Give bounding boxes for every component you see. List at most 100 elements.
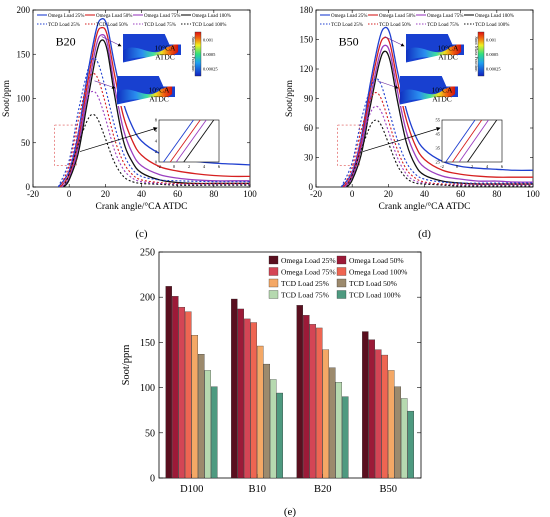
piston-edge (123, 55, 181, 64)
x-tick-label: 20 (101, 189, 111, 199)
zoom-y-tick-label: 2 (155, 149, 157, 154)
zoom-x-tick-label: 6 (218, 164, 221, 169)
legend-swatch (336, 267, 347, 276)
series-line-5 (340, 78, 533, 187)
colorbar-title: Soot Mass Fraction (191, 36, 196, 72)
inset-label: ATDC (155, 53, 175, 62)
y-axis-label: Soot/ppm (285, 79, 295, 117)
zoom-x-tick-label: 6 (501, 164, 504, 169)
y-tick-label: 250 (140, 248, 155, 259)
legend-entry: TCD Load 50% (379, 23, 411, 28)
legend-swatch (336, 278, 347, 288)
y-tick-label: 90 (304, 94, 314, 104)
bar-B50-4 (381, 354, 388, 479)
zoom-y-tick-label: 55 (436, 118, 441, 123)
series-line-1 (340, 26, 533, 187)
inset-label: ATDC (149, 95, 169, 104)
zoom-x-tick-label: -2 (440, 164, 444, 169)
bar-B10-5 (257, 345, 264, 479)
x-tick-label: 80 (209, 189, 219, 199)
inset-pointer-arrow (377, 80, 399, 89)
series-line-4 (346, 50, 533, 187)
legend-swatch (268, 255, 279, 265)
panel-label: (c) (135, 228, 148, 240)
y-tick-label: 200 (140, 293, 155, 304)
y-tick-label: 100 (17, 94, 31, 104)
zoom-y-tick-label: 45 (436, 132, 441, 137)
inset-pointer-arrow (94, 80, 116, 89)
inset-label: 10°CA (432, 86, 454, 95)
inset-label: ATDC (438, 53, 458, 62)
bar-B20-7 (335, 382, 342, 479)
zoom-line-3 (175, 120, 207, 162)
bar-chart-e: 0 50 100 150 200 250 Soot/ppm D100 B10 B20 B50 Omeg… (121, 248, 422, 517)
series-line-3 (344, 44, 533, 187)
bar-B50-8 (407, 410, 414, 479)
legend-entry: Omega Load 50% (349, 256, 404, 265)
zoom-line-2 (452, 120, 483, 162)
y-tick-label: 100 (140, 383, 155, 394)
x-tick-label: -20 (310, 189, 322, 199)
y-tick-label: 150 (300, 35, 314, 45)
x-tick-label: B50 (379, 484, 397, 495)
zoom-line-2 (169, 120, 201, 162)
colorbar-label: 0.001 (203, 37, 213, 42)
x-tick-label: 100 (243, 189, 257, 199)
y-tick-label: 0 (150, 474, 155, 485)
y-tick-label: 180 (300, 5, 314, 15)
inset-pointer-arrow (384, 36, 405, 47)
zoom-line-4 (467, 120, 498, 162)
zoom-line-3 (458, 120, 489, 162)
series-line-6 (59, 73, 250, 187)
series-line-7 (61, 90, 250, 187)
legend-entry: TCD Load 100% (192, 23, 226, 28)
curves (340, 26, 533, 187)
bar-D100-5 (191, 335, 198, 479)
zoom-x-tick-label: 4 (486, 164, 489, 169)
y-tick-label: 150 (17, 49, 31, 59)
bar-B20-3 (309, 324, 316, 479)
legend-swatch (268, 290, 279, 299)
series-line-3 (61, 34, 250, 187)
series-line-7 (344, 105, 533, 187)
bar-D100-3 (178, 306, 185, 479)
zoom-line-1 (163, 120, 194, 162)
colorbar-label: 0.00025 (203, 67, 218, 72)
series-line-2 (342, 36, 533, 187)
panel-label: (d) (418, 228, 431, 240)
series-line-5 (57, 57, 250, 187)
x-tick-label: 60 (456, 189, 466, 199)
legend-entry: TCD Load 75% (281, 291, 329, 300)
zoom-lines (163, 120, 215, 162)
x-tick-label: B20 (314, 484, 332, 495)
y-tick-label: 0 (26, 182, 31, 192)
x-tick-label: 40 (137, 189, 147, 199)
legend-entry: TCD Load 25% (331, 23, 363, 28)
zoom-y-tick-label: 0 (155, 160, 158, 165)
x-tick-label: 100 (526, 189, 540, 199)
legend-entry: TCD Load 75% (427, 23, 459, 28)
bar-B10-7 (270, 379, 277, 479)
legend-entry: TCD Load 25% (48, 23, 80, 28)
legend-swatch (336, 255, 347, 265)
bar-B50-5 (388, 370, 395, 479)
piston-bowl (431, 76, 458, 87)
x-tick-label: 0 (350, 189, 355, 199)
bar-D100-7 (204, 370, 211, 479)
legend-entry: TCD Load 100% (349, 291, 401, 300)
bar-B10-3 (244, 318, 251, 479)
legend-swatch (268, 278, 279, 288)
bar-B10-8 (276, 392, 283, 479)
x-axis-label: Crank angle/°CA ATDC (96, 201, 188, 212)
legend-entry: TCD Load 100% (475, 23, 509, 28)
x-tick-label: 20 (384, 189, 394, 199)
legend-entry: TCD Load 25% (281, 279, 329, 288)
zoom-y-tick-label: 4 (155, 139, 158, 144)
zoom-x-tick-label: -2 (157, 164, 161, 169)
bar-D100-8 (211, 386, 218, 479)
y-tick-label: 50 (21, 138, 31, 148)
series-line-8 (346, 119, 533, 187)
zoom-line-1 (445, 120, 476, 162)
